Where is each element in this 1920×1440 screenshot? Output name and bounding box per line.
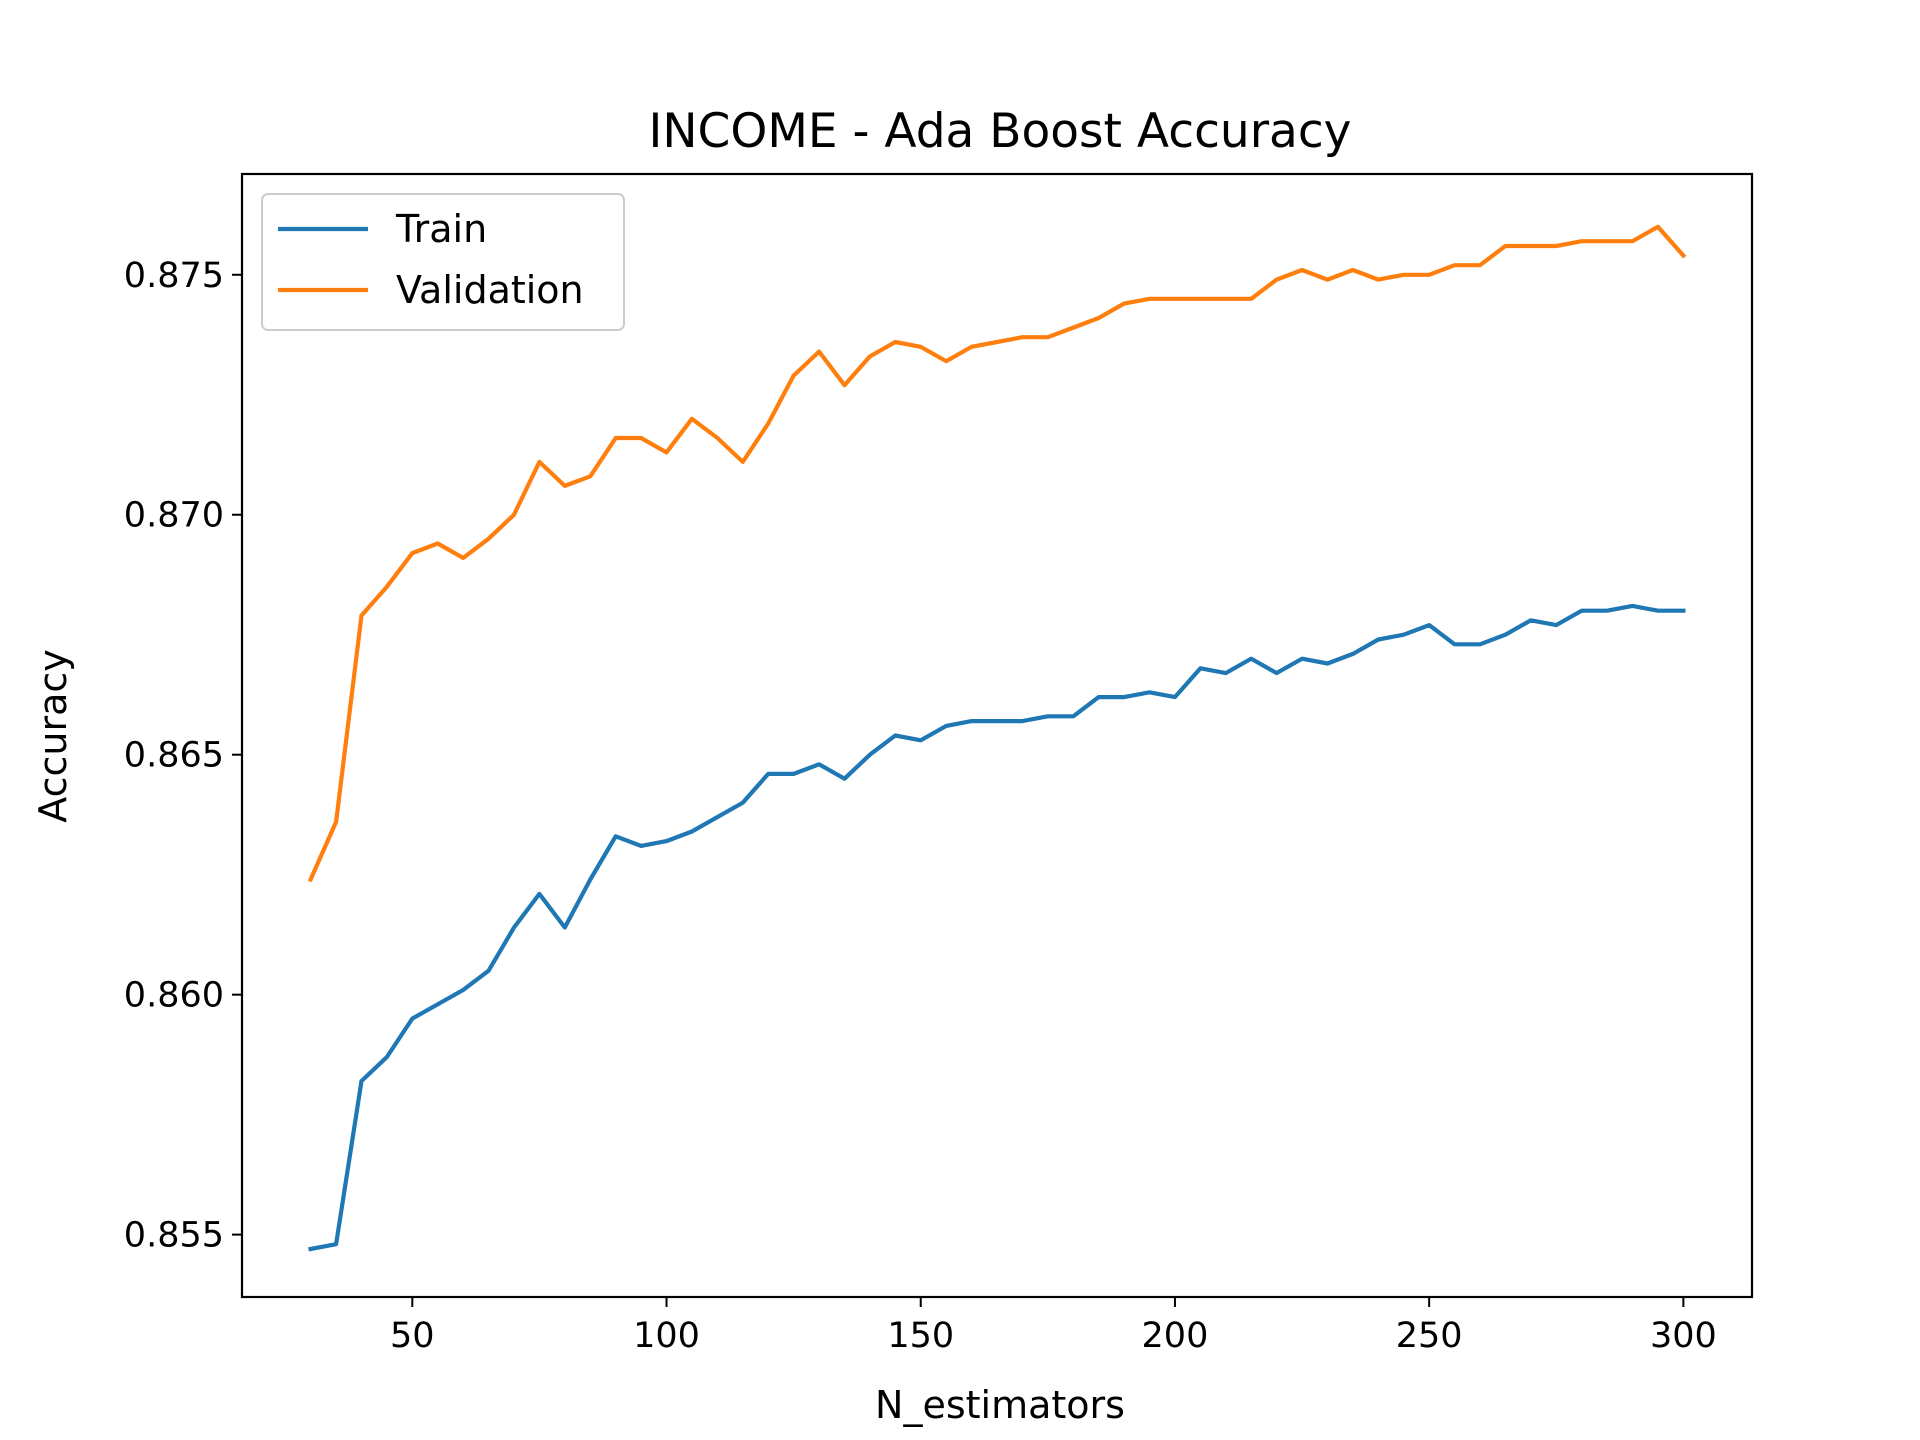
x-axis-label: N_estimators bbox=[875, 1383, 1125, 1427]
y-tick-label: 0.875 bbox=[124, 256, 224, 296]
legend-label-validation: Validation bbox=[396, 268, 584, 312]
x-tick-label: 150 bbox=[887, 1316, 954, 1356]
chart-title: INCOME - Ada Boost Accuracy bbox=[648, 104, 1351, 159]
x-tick-label: 200 bbox=[1142, 1316, 1209, 1356]
y-tick-label: 0.865 bbox=[124, 736, 224, 776]
plot-area bbox=[240, 172, 1754, 1299]
y-tick-label: 0.860 bbox=[124, 976, 224, 1016]
x-tick-label: 250 bbox=[1396, 1316, 1463, 1356]
x-tick-label: 50 bbox=[390, 1316, 435, 1356]
y-axis-label: Accuracy bbox=[31, 649, 75, 823]
series-line-validation bbox=[307, 224, 1687, 883]
series-line-train bbox=[308, 603, 1686, 1252]
y-tick-label: 0.870 bbox=[124, 496, 224, 536]
x-tick-label: 100 bbox=[633, 1316, 700, 1356]
legend: Train Validation bbox=[261, 193, 625, 331]
y-tick-label: 0.855 bbox=[124, 1216, 224, 1256]
x-tick-label: 300 bbox=[1650, 1316, 1717, 1356]
plot-frame bbox=[240, 172, 1754, 1299]
y-axis: 0.855 0.860 0.865 0.870 0.875 bbox=[124, 256, 242, 1256]
x-axis: 50 100 150 200 250 300 bbox=[390, 1297, 1717, 1356]
legend-label-train: Train bbox=[395, 207, 487, 251]
